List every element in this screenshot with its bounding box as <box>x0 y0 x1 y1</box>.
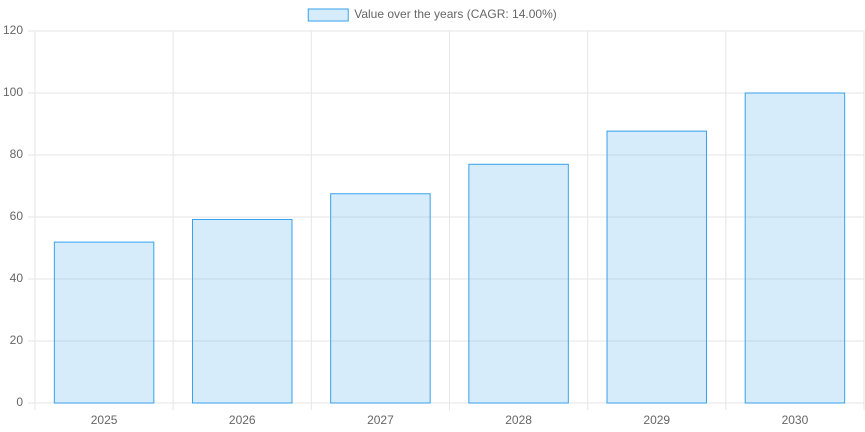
y-tick-label: 40 <box>10 271 24 285</box>
y-tick-label: 0 <box>16 395 23 409</box>
bar <box>192 218 293 404</box>
bar <box>53 241 155 404</box>
x-tick-label: 2026 <box>229 413 256 427</box>
bar <box>744 92 846 404</box>
bar <box>468 163 569 404</box>
y-tick-label: 100 <box>3 85 23 99</box>
x-tick-label: 2029 <box>643 413 670 427</box>
x-tick-label: 2025 <box>91 413 118 427</box>
x-tick-label: 2030 <box>782 413 809 427</box>
bar <box>606 130 707 404</box>
x-tick-label: 2028 <box>505 413 532 427</box>
legend-swatch <box>307 8 349 22</box>
legend-label: Value over the years (CAGR: 14.00%) <box>354 7 557 21</box>
x-tick-label: 2027 <box>367 413 394 427</box>
y-tick-label: 60 <box>10 209 24 223</box>
y-tick-label: 120 <box>3 23 23 37</box>
bar <box>330 193 431 404</box>
y-tick-label: 80 <box>10 147 24 161</box>
y-tick-label: 20 <box>10 333 24 347</box>
